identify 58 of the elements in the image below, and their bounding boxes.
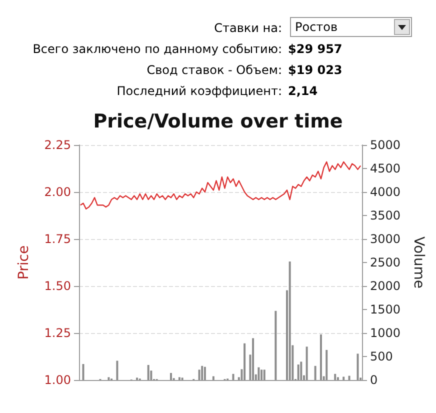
text: 2,14 bbox=[288, 83, 318, 100]
bar bbox=[334, 374, 336, 380]
y-tick-label: 1.00 bbox=[44, 373, 71, 387]
y2-axis-title: Volume bbox=[410, 236, 426, 289]
y2-tick-label: 4000 bbox=[370, 185, 401, 199]
line-series bbox=[80, 161, 362, 210]
bar bbox=[336, 377, 339, 380]
chart-title: Price/Volume over time bbox=[93, 110, 343, 132]
text: Последний коэффициент: bbox=[116, 83, 282, 100]
bar bbox=[258, 367, 260, 380]
bar bbox=[263, 370, 266, 380]
bar bbox=[198, 370, 200, 380]
bar bbox=[274, 310, 277, 380]
bar bbox=[178, 377, 180, 380]
bar bbox=[170, 372, 172, 380]
text: Всего заключено по данному событию: bbox=[32, 41, 282, 58]
y2-tick-label: 3000 bbox=[370, 232, 401, 246]
bar bbox=[300, 362, 302, 380]
y2-tick-label: 1000 bbox=[370, 326, 401, 340]
text: $19 023 bbox=[288, 62, 342, 79]
y2-tick-label: 5000 bbox=[370, 138, 401, 152]
text: $29 957 bbox=[288, 41, 342, 58]
y2-tick-label: 2500 bbox=[370, 256, 401, 270]
y2-tick-label: 0 bbox=[370, 373, 378, 387]
y2-tick-label: 4500 bbox=[370, 162, 401, 176]
bar bbox=[147, 364, 150, 380]
bar bbox=[297, 364, 300, 380]
y2-tick-label: 1500 bbox=[370, 302, 401, 316]
bar bbox=[252, 338, 254, 380]
bar bbox=[82, 364, 84, 380]
y-tick-label: 2.25 bbox=[44, 138, 71, 152]
bar bbox=[306, 346, 308, 380]
bar bbox=[342, 376, 345, 380]
bar bbox=[244, 343, 246, 380]
bar bbox=[326, 350, 328, 380]
y-axis-title: Price bbox=[16, 245, 32, 280]
y-tick-label: 2.00 bbox=[44, 185, 71, 199]
y-tick-label: 1.25 bbox=[44, 326, 71, 340]
y2-tick-label: 2000 bbox=[370, 279, 401, 293]
bar bbox=[356, 354, 359, 380]
bar bbox=[201, 366, 204, 380]
y2-tick-label: 500 bbox=[370, 350, 393, 364]
bar bbox=[320, 334, 322, 380]
y2-tick-label: 3500 bbox=[370, 208, 401, 222]
bar bbox=[260, 370, 263, 380]
bar bbox=[108, 377, 110, 380]
text: Свод ставок - Объем: bbox=[146, 62, 282, 79]
y-tick-label: 1.50 bbox=[44, 279, 71, 293]
bar bbox=[116, 360, 118, 380]
text: Ростов bbox=[295, 20, 338, 34]
bar bbox=[348, 376, 350, 380]
y-tick-label: 1.75 bbox=[44, 232, 71, 246]
bar bbox=[212, 376, 214, 380]
bar bbox=[232, 374, 234, 380]
bar bbox=[204, 366, 206, 380]
bar bbox=[288, 262, 291, 380]
text: Ставки на: bbox=[213, 20, 282, 37]
bar bbox=[314, 366, 316, 380]
